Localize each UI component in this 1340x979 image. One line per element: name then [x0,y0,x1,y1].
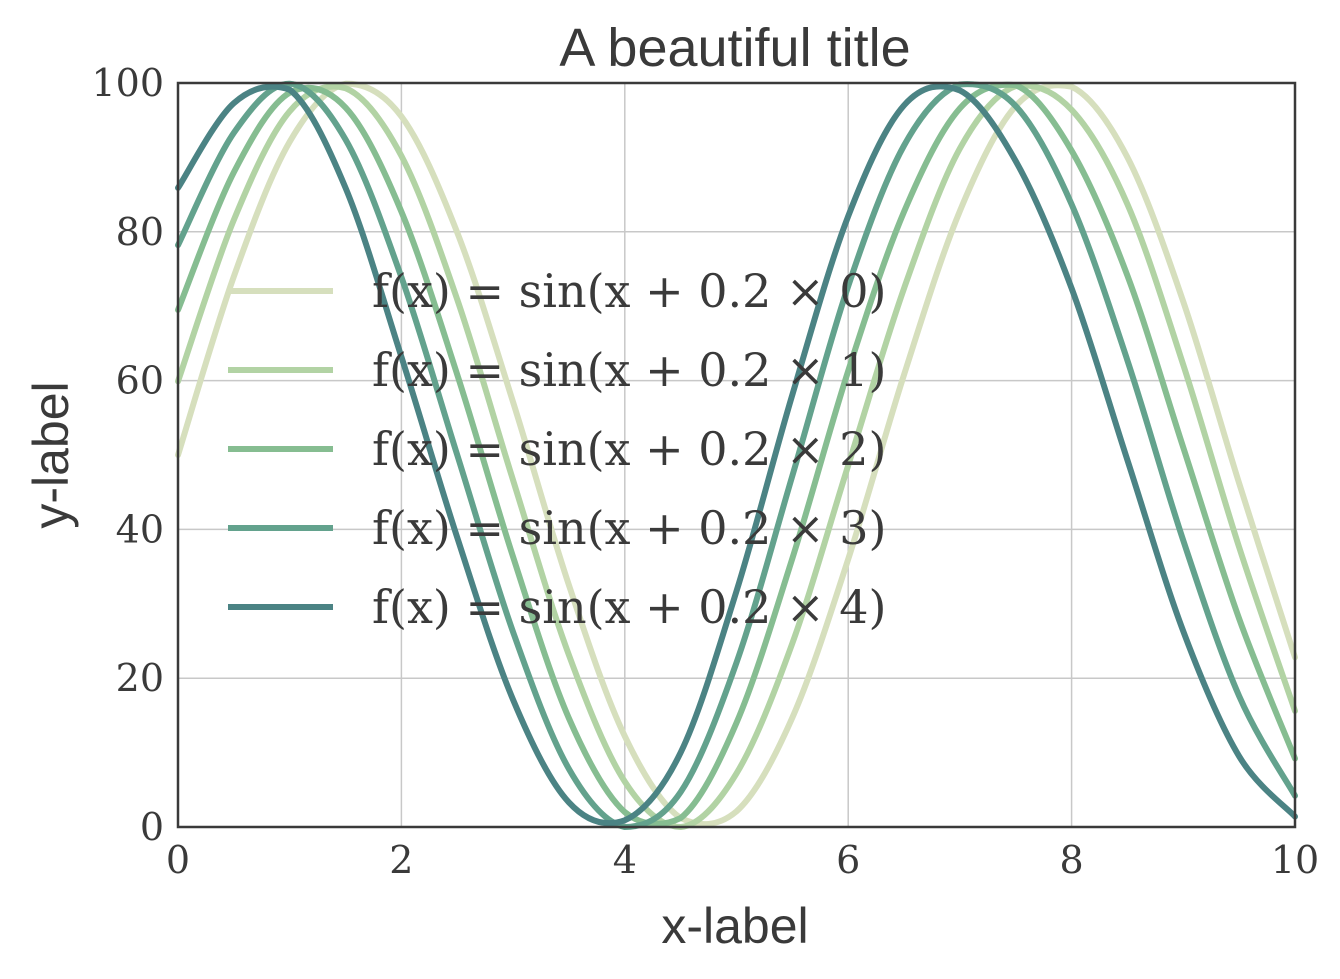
x-tick-label: 2 [389,838,413,882]
plot-frame [176,81,1297,829]
series-line-0 [175,80,1298,827]
x-tick-label: 6 [836,838,860,882]
legend-label-3: f(x) = sin(x + 0.2 × 3) [372,501,886,555]
x-tick-label: 8 [1060,838,1084,882]
y-axis-label: y-label [23,381,79,528]
series-layer [175,80,1298,830]
plot-background [178,83,1295,827]
legend-label-1: f(x) = sin(x + 0.2 × 1) [372,343,886,397]
x-tick-label: 4 [613,838,637,882]
series-line-2 [175,81,1298,828]
legend-label-0: f(x) = sin(x + 0.2 × 0) [372,264,886,318]
y-tick-label: 80 [116,210,164,254]
legend-label-2: f(x) = sin(x + 0.2 × 2) [372,422,886,476]
legend: f(x) = sin(x + 0.2 × 0) f(x) = sin(x + 0.… [228,264,886,634]
y-axis-ticks: 0 20 40 60 80 100 [91,61,164,849]
y-tick-label: 0 [140,805,164,849]
y-tick-label: 40 [116,507,164,551]
series-line-1 [175,82,1298,830]
y-tick-label: 20 [116,656,164,700]
y-tick-label: 60 [116,359,164,403]
plot-area [175,80,1298,830]
series-line-3 [175,80,1298,830]
x-tick-label: 10 [1271,838,1319,882]
x-tick-label: 0 [166,838,190,882]
series-line-4 [175,83,1298,827]
x-axis-label: x-label [661,898,808,954]
y-tick-label: 100 [91,61,164,105]
x-axis-ticks: 0 2 4 6 8 10 [166,838,1319,882]
chart-title: A beautiful title [559,18,910,78]
legend-label-4: f(x) = sin(x + 0.2 × 4) [372,580,886,634]
